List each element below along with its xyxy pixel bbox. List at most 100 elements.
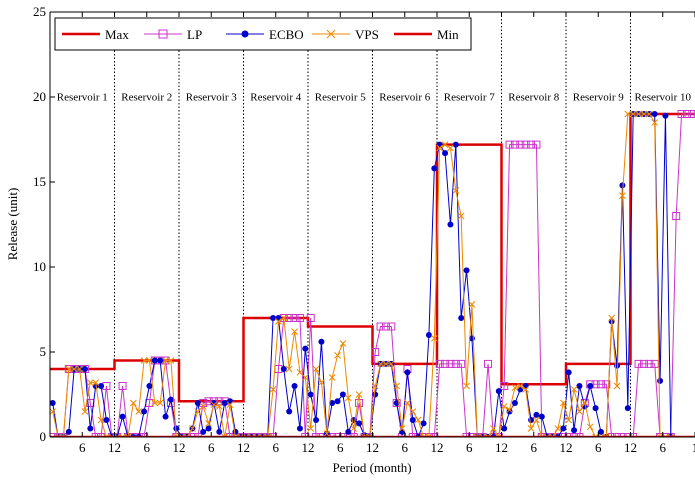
vps-point [226,401,234,409]
lp-point [639,359,648,368]
lp-point [419,433,428,437]
ecbo-point [339,391,346,398]
vps-point [554,425,562,432]
lp-point [457,359,466,368]
vps-point [511,384,519,392]
vps-point [656,433,664,437]
x-tick-label: 12 [366,440,379,455]
y-tick-label: 5 [40,344,47,359]
legend-label: Min [437,27,459,42]
x-tick-label: 12 [431,440,444,455]
lp-point [446,359,455,368]
vps-point [328,374,336,381]
x-tick-label: 6 [208,440,215,455]
lp-point [123,433,132,437]
ecbo-point [65,428,72,435]
ecbo-point [151,357,158,364]
lp-point [338,433,347,437]
lp-point [306,314,315,322]
lp-point [672,212,681,220]
ecbo-point [194,400,201,406]
lp-point [269,433,278,437]
ecbo-point [87,425,94,432]
vps-point [549,433,556,437]
lp-point [414,433,423,437]
x-tick-label: 6 [79,440,86,455]
lp-point [258,433,267,437]
vps-point [103,433,110,437]
vps-point [135,408,143,415]
lp-point [500,382,509,390]
reservoir-label: Reservoir 2 [121,91,172,103]
reservoir-label: Reservoir 4 [250,91,302,103]
lp-point [247,433,256,437]
vps-point [205,420,212,427]
vps-point [242,433,250,437]
vps-point [97,416,105,424]
ecbo-point [372,391,379,398]
reservoir-label: Reservoir 10 [634,91,691,103]
lp-point [467,433,476,437]
lp-point [693,110,695,118]
vps-point [113,433,121,437]
vps-point [645,110,653,118]
vps-point [592,433,599,437]
lp-point [602,380,611,389]
lp-point [295,314,304,322]
y-tick-label: 10 [33,259,46,274]
lp-point [91,433,100,437]
vps-point [221,433,229,437]
vps-point [404,399,411,407]
lp-point [575,433,584,437]
x-tick-label: 12 [624,440,637,455]
lp-point [451,359,460,368]
lp-point [484,359,493,368]
lp-point [134,433,143,437]
ecbo-point [538,413,545,420]
ecbo-point [442,150,449,157]
vps-point [441,141,449,148]
ecbo-point [571,427,578,434]
lp-point [548,433,557,437]
vps-point [398,425,406,432]
vps-point [361,433,368,437]
ecbo-point [81,366,88,372]
ecbo-point [302,345,309,352]
lp-point [570,433,579,437]
lp-point [618,433,627,437]
lp-point [193,433,202,437]
lp-point [54,433,63,437]
x-tick-label: 6 [402,440,409,455]
ecbo-point [296,425,303,432]
vps-point [269,386,277,393]
vps-point [183,433,191,437]
vps-point [264,433,272,437]
vps-point [248,433,255,437]
vps-point [124,433,132,437]
lp-point [596,380,605,389]
lp-point [553,433,562,437]
vps-point [199,403,207,410]
vps-point [500,403,508,410]
series-line-vps [52,113,671,437]
ecbo-point [205,425,212,432]
lp-point [677,110,686,118]
lp-point [118,382,127,390]
lp-point [688,110,695,118]
vps-point [285,365,293,373]
vps-point [382,360,390,368]
vps-point [640,110,648,118]
vps-point [586,423,594,431]
lp-point [301,433,310,437]
lp-point [140,433,149,437]
vps-point [70,365,78,373]
ecbo-point [227,398,234,405]
vps-point [479,433,487,437]
vps-point [543,433,551,437]
lp-point [376,322,385,331]
lp-point [521,140,530,149]
x-tick-label: 12 [237,440,250,455]
ecbo-point [576,383,583,389]
tick-labels: 0 5 10 15 20 25 6 12 6 12 6 12 6 12 6 12 6 12 6 12 6 12 6 12 6 1 [33,4,695,455]
